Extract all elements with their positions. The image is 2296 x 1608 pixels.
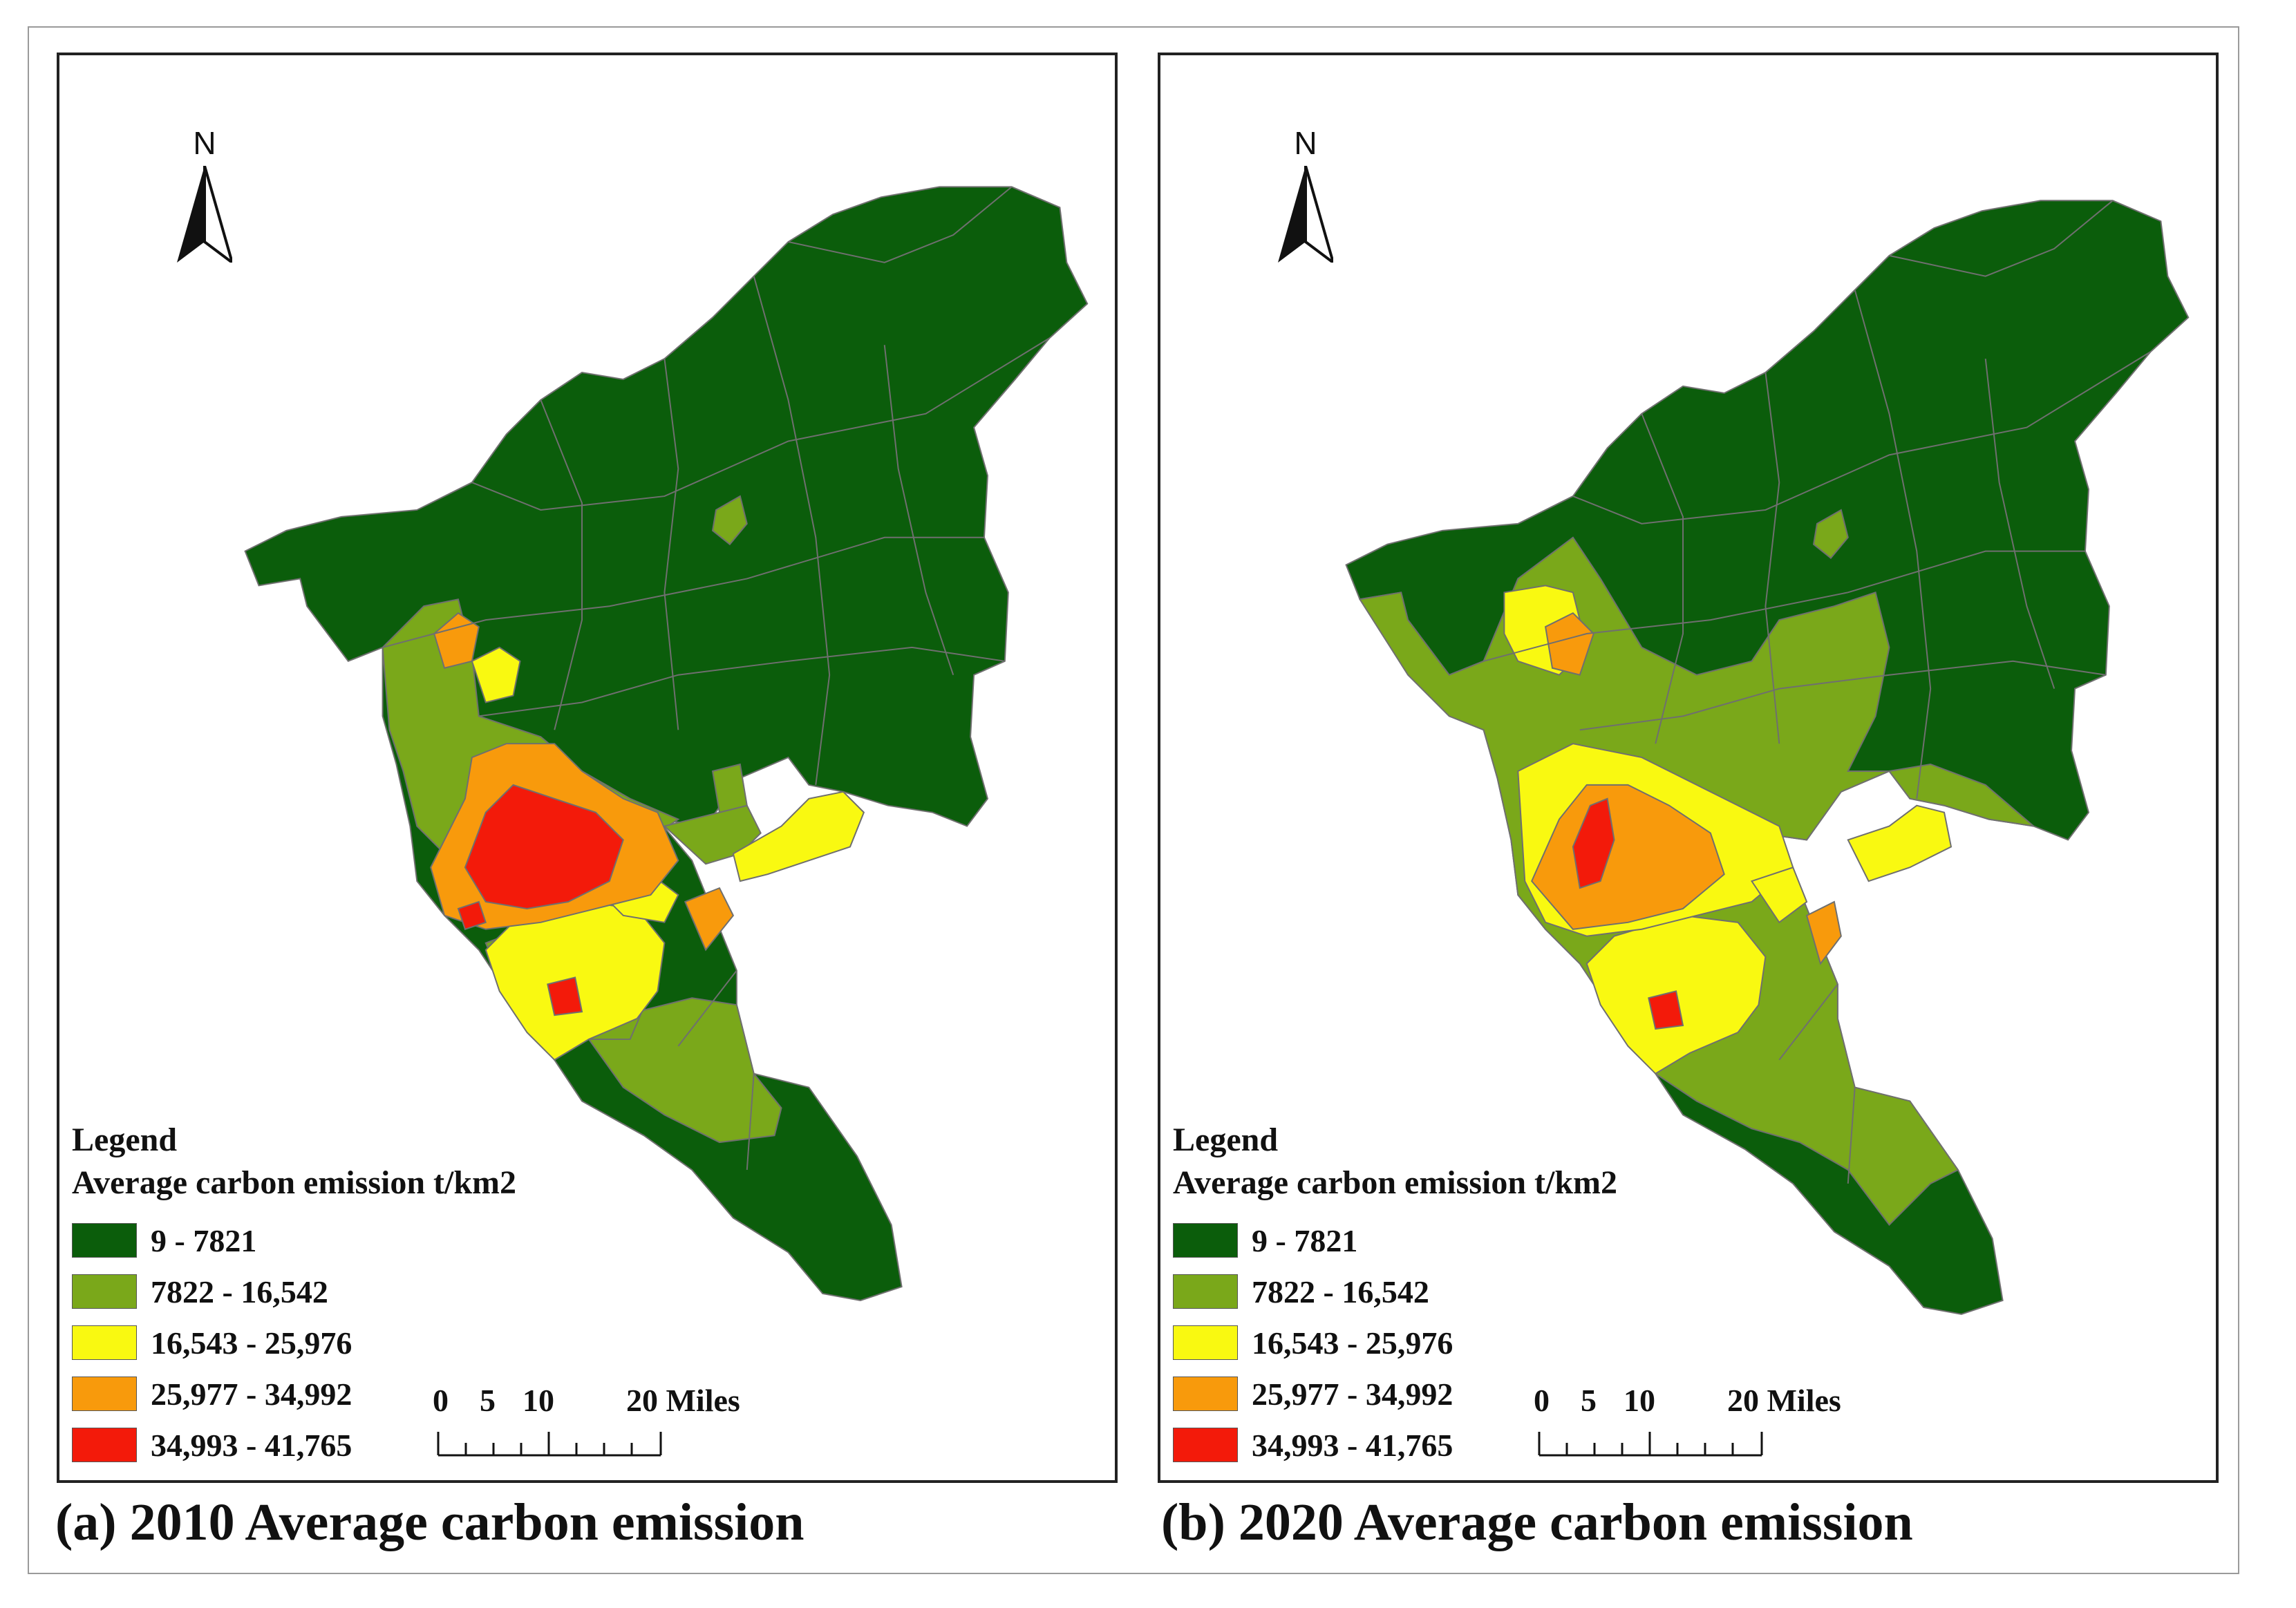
- zone-class3: [732, 791, 865, 882]
- legend-swatch: [1173, 1325, 1238, 1360]
- north-label: N: [193, 125, 216, 161]
- legend-label: 9 - 7821: [151, 1222, 257, 1258]
- map-panel-2010: N Legend Average carbon emission t/km2 9…: [57, 53, 1118, 1483]
- figure-frame: [28, 26, 2239, 1574]
- legend-item: 25,977 - 34,992: [1173, 1368, 1726, 1419]
- legend-swatch: [1173, 1274, 1238, 1309]
- zone-class3: [1847, 804, 1952, 882]
- legend-subtitle: Average carbon emission t/km2: [72, 1164, 517, 1201]
- zone-class4: [1544, 612, 1594, 676]
- zone-class4: [1531, 784, 1725, 930]
- zone-class4: [1805, 900, 1842, 965]
- zone-class2: [587, 997, 782, 1144]
- zone-class2: [1812, 509, 1849, 559]
- district-boundaries: [382, 186, 1051, 1171]
- zone-class2: [711, 495, 748, 546]
- legend-label: 9 - 7821: [1252, 1222, 1358, 1258]
- legend-item: 7822 - 16,542: [1173, 1266, 1726, 1317]
- caption-2020: (b) 2020 Average carbon emission: [1161, 1493, 1913, 1551]
- legend-item: 34,993 - 41,765: [72, 1419, 625, 1470]
- scale-bar-graphic: [1538, 1432, 1763, 1457]
- legend-swatch: [1173, 1223, 1238, 1258]
- legend-swatch: [72, 1223, 137, 1258]
- zone-class5: [1572, 797, 1615, 889]
- legend-swatch: [72, 1274, 137, 1309]
- choropleth-map-2010: [244, 186, 1089, 1301]
- legend-swatch: [72, 1325, 137, 1360]
- scale-tick-label: 0: [1534, 1383, 1550, 1418]
- legend-swatch: [72, 1377, 137, 1411]
- north-arrow: N: [163, 124, 246, 269]
- zone-class2: [711, 763, 748, 813]
- legend-label: 34,993 - 41,765: [1252, 1427, 1453, 1463]
- legend: Legend Average carbon emission t/km2 9 -…: [72, 1119, 625, 1470]
- legend-label: 7822 - 16,542: [1252, 1274, 1429, 1309]
- zone-class3: [471, 646, 521, 703]
- legend-label: 16,543 - 25,976: [151, 1325, 352, 1361]
- zone-class4: [433, 612, 480, 669]
- north-label: N: [1294, 125, 1317, 161]
- legend-item: 9 - 7821: [1173, 1215, 1726, 1266]
- zone-class4: [684, 887, 735, 952]
- zone-class3: [1750, 867, 1808, 924]
- legend-title: Legend: [1173, 1122, 1279, 1158]
- legend-swatch: [72, 1428, 137, 1462]
- legend-item: 16,543 - 25,976: [72, 1317, 625, 1368]
- scale-tick-label: 10: [523, 1383, 554, 1418]
- legend-item: 9 - 7821: [72, 1215, 625, 1266]
- district-boundaries: [1483, 200, 2152, 1184]
- zone-class5: [547, 976, 583, 1016]
- scale-bar-graphic: [437, 1432, 662, 1457]
- scale-tick-label: 5: [480, 1383, 496, 1418]
- region-outline: [244, 186, 1089, 1301]
- map-panel-2020: N Legend Average carbon emission t/km2 9…: [1158, 53, 2219, 1483]
- legend-title: Legend: [72, 1122, 178, 1158]
- north-arrow-icon: [177, 166, 232, 263]
- zone-class5: [1648, 990, 1684, 1030]
- caption-2010: (a) 2010 Average carbon emission: [55, 1493, 804, 1551]
- scale-tick-label: 10: [1624, 1383, 1655, 1418]
- legend-item: 25,977 - 34,992: [72, 1368, 625, 1419]
- legend-label: 7822 - 16,542: [151, 1274, 328, 1309]
- legend-swatch: [1173, 1377, 1238, 1411]
- legend-label: 34,993 - 41,765: [151, 1427, 352, 1463]
- choropleth-map-2020: [1345, 200, 2190, 1315]
- legend-item: 34,993 - 41,765: [1173, 1419, 1726, 1470]
- legend-label: 25,977 - 34,992: [151, 1376, 352, 1412]
- legend-swatch: [1173, 1428, 1238, 1462]
- zone-class5: [457, 900, 487, 931]
- scale-tick-label: 5: [1581, 1383, 1597, 1418]
- legend-label: 16,543 - 25,976: [1252, 1325, 1453, 1361]
- legend-label: 25,977 - 34,992: [1252, 1376, 1453, 1412]
- legend-item: 7822 - 16,542: [72, 1266, 625, 1317]
- north-arrow: N: [1264, 124, 1347, 269]
- legend: Legend Average carbon emission t/km2 9 -…: [1173, 1119, 1726, 1470]
- scale-bar: 0 5 10 20 Miles: [1534, 1382, 1841, 1458]
- north-arrow-icon: [1278, 166, 1333, 263]
- scale-tick-label: 0: [433, 1383, 449, 1418]
- legend-subtitle: Average carbon emission t/km2: [1173, 1164, 1618, 1201]
- legend-item: 16,543 - 25,976: [1173, 1317, 1726, 1368]
- zone-class5: [464, 784, 624, 909]
- scale-tick-label: 20 Miles: [626, 1383, 740, 1418]
- scale-tick-label: 20 Miles: [1727, 1383, 1841, 1418]
- scale-bar: 0 5 10 20 Miles: [433, 1382, 740, 1458]
